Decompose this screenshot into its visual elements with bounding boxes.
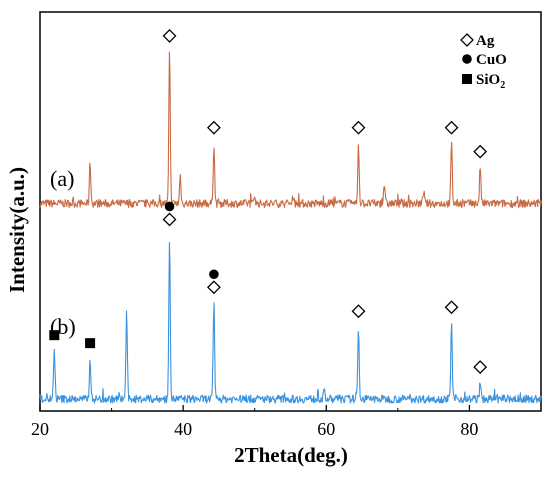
x-tick-label: 20 (31, 419, 49, 439)
sio2-marker (49, 330, 60, 341)
ag-marker (351, 120, 366, 135)
legend-symbol-cuo (462, 54, 472, 64)
legend-label-sio2-subscript: 2 (500, 80, 505, 91)
series-line-a (39, 51, 542, 209)
x-axis-title: 2Theta(deg.) (234, 443, 348, 467)
ag-marker (444, 120, 459, 135)
legend-label-ag: Ag (476, 33, 495, 49)
ag-marker (473, 144, 488, 159)
legend-symbol-ag (460, 33, 474, 47)
cuo-marker (164, 201, 175, 212)
legend-label-sio2-base: SiO (476, 72, 500, 88)
ag-marker (206, 280, 221, 295)
series-labels: (a) (b) (50, 166, 76, 339)
cuo-marker (209, 269, 219, 280)
ag-marker (473, 360, 488, 375)
series-label-a: (a) (50, 166, 74, 191)
series-label-b: (b) (50, 314, 76, 339)
series-layer (39, 51, 542, 404)
plot-border (39, 11, 542, 412)
y-axis-title: Intensity(a.u.) (5, 167, 29, 293)
plot-frame (39, 11, 542, 412)
ag-marker (444, 300, 459, 315)
marker-layer (49, 28, 488, 375)
legend-label-sio2: SiO2 (476, 72, 505, 91)
legend-symbol-sio2 (462, 74, 472, 84)
ag-marker (206, 120, 221, 135)
axis-layer: 2Theta(deg.) Intensity(a.u.) 20 40 60 80 (5, 167, 478, 467)
ag-marker (351, 304, 366, 319)
sio2-marker (85, 338, 96, 349)
ag-marker (162, 28, 177, 43)
legend: Ag CuO SiO2 (460, 33, 507, 91)
ag-marker (162, 212, 177, 227)
series-line-b (39, 242, 542, 404)
legend-label-cuo: CuO (476, 52, 507, 68)
x-tick-label: 80 (460, 419, 478, 439)
x-tick-label: 60 (317, 419, 335, 439)
x-tick-label: 40 (174, 419, 192, 439)
